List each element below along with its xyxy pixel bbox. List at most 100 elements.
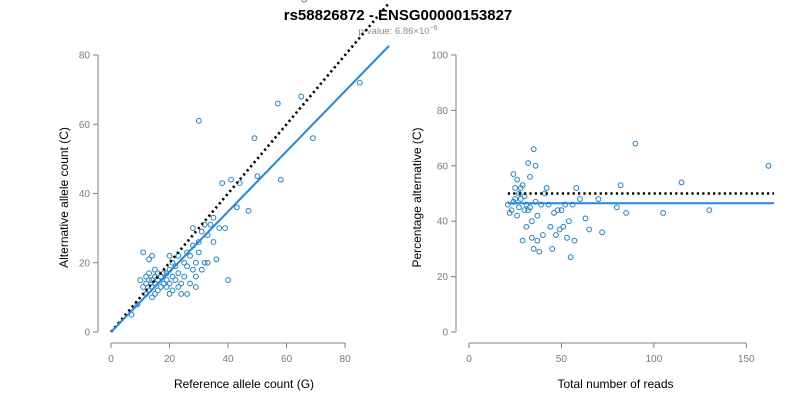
- left-data-point: [163, 284, 170, 290]
- left-x-tick-label: 80: [340, 354, 352, 365]
- left-scatter-plot: 0 20 40 60 80 0 20 40 60 80 Reference allele count…: [57, 0, 390, 391]
- left-data-point: [274, 100, 281, 107]
- left-y-axis-label: Alternative allele count (C): [57, 127, 71, 268]
- left-data-point: [190, 225, 196, 232]
- left-data-point: [228, 176, 234, 183]
- left-data-point: [181, 273, 188, 280]
- right-x-tick-label: 0: [466, 354, 472, 365]
- left-y-tick-label: 0: [84, 328, 90, 339]
- left-data-point: [184, 291, 190, 297]
- left-data-point: [233, 204, 240, 211]
- left-data-point: [140, 249, 147, 256]
- left-x-tick-label: 60: [281, 354, 293, 365]
- right-data-point: [517, 196, 524, 202]
- left-data-point: [172, 263, 179, 270]
- right-data-point: [514, 176, 520, 183]
- left-data-point: [169, 259, 176, 266]
- right-data-point: [613, 204, 620, 211]
- left-data-point: [154, 287, 161, 294]
- right-data-point: [508, 207, 515, 214]
- right-data-point: [582, 215, 589, 222]
- right-data-point: [532, 198, 539, 205]
- right-data-point: [551, 209, 557, 216]
- left-data-point: [151, 266, 158, 273]
- left-data-point: [219, 180, 226, 187]
- left-data-point: [181, 259, 188, 266]
- right-y-tick-label: 40: [437, 217, 449, 228]
- right-y-tick-label: 20: [437, 272, 449, 283]
- left-data-point: [146, 270, 152, 277]
- right-data-point: [554, 207, 561, 214]
- left-data-point: [149, 277, 155, 283]
- left-data-point: [172, 277, 179, 283]
- right-data-point: [549, 246, 556, 252]
- left-data-point: [210, 214, 217, 221]
- left-y-tick-label: 40: [79, 189, 91, 200]
- right-y-tick-label: 100: [431, 51, 448, 62]
- right-data-point: [552, 232, 559, 238]
- right-data-point: [595, 196, 602, 202]
- right-data-point: [564, 234, 570, 241]
- left-data-point: [166, 280, 173, 287]
- right-data-point: [617, 182, 624, 189]
- right-data-point: [512, 185, 519, 191]
- right-data-point: [569, 201, 576, 208]
- right-data-point: [521, 207, 528, 214]
- left-reference-line: [110, 2, 390, 333]
- left-data-point: [310, 135, 316, 142]
- pvalue-exponent: −6: [430, 25, 438, 32]
- left-data-point: [225, 277, 231, 283]
- left-data-point: [146, 277, 152, 283]
- right-x-tick-label: 150: [738, 354, 755, 365]
- right-x-axis-label: Total number of reads: [557, 377, 673, 391]
- left-fit-line: [110, 45, 390, 333]
- right-data-point: [565, 218, 572, 225]
- left-data-point: [184, 263, 190, 270]
- left-data-point: [192, 284, 199, 290]
- right-data-point: [571, 237, 578, 244]
- right-data-point: [519, 237, 526, 244]
- left-data-point: [169, 287, 176, 294]
- right-data-point: [527, 204, 533, 211]
- right-data-point: [545, 201, 552, 208]
- left-data-point: [216, 225, 223, 232]
- right-data-point: [504, 201, 511, 208]
- right-data-point: [765, 162, 772, 169]
- right-data-point: [567, 254, 574, 261]
- right-data-point: [547, 223, 554, 230]
- left-data-point: [178, 280, 185, 287]
- left-data-point: [195, 249, 202, 256]
- left-y-tick-label: 20: [79, 258, 91, 269]
- left-y-tick-label: 60: [79, 120, 91, 131]
- right-data-point: [562, 201, 569, 208]
- left-data-point: [198, 266, 205, 273]
- left-data-point: [192, 259, 199, 266]
- left-data-point: [204, 259, 211, 266]
- right-data-point: [516, 204, 522, 211]
- right-data-point: [558, 207, 565, 214]
- right-data-point: [516, 190, 522, 197]
- right-data-point: [706, 207, 713, 214]
- right-data-point: [623, 209, 630, 216]
- right-x-tick-label: 50: [556, 354, 568, 365]
- left-data-point: [166, 252, 173, 259]
- left-data-point: [195, 239, 202, 245]
- left-data-point: [198, 228, 205, 235]
- left-x-tick-label: 0: [108, 354, 114, 365]
- figure-title: rs58826872 - ENSG00000153827: [284, 7, 513, 24]
- right-data-point: [528, 234, 535, 241]
- left-data-point: [151, 291, 158, 297]
- left-data-point: [277, 176, 284, 183]
- left-data-point: [149, 294, 155, 301]
- left-data-point: [175, 270, 182, 277]
- right-y-tick-label: 80: [437, 106, 449, 117]
- right-data-point: [599, 229, 605, 236]
- left-data-point: [210, 239, 217, 245]
- right-data-point: [577, 196, 583, 202]
- left-data-point: [143, 280, 150, 287]
- right-data-point: [540, 232, 546, 238]
- right-data-point: [556, 226, 563, 233]
- right-data-point: [519, 182, 526, 189]
- right-data-point: [573, 185, 580, 191]
